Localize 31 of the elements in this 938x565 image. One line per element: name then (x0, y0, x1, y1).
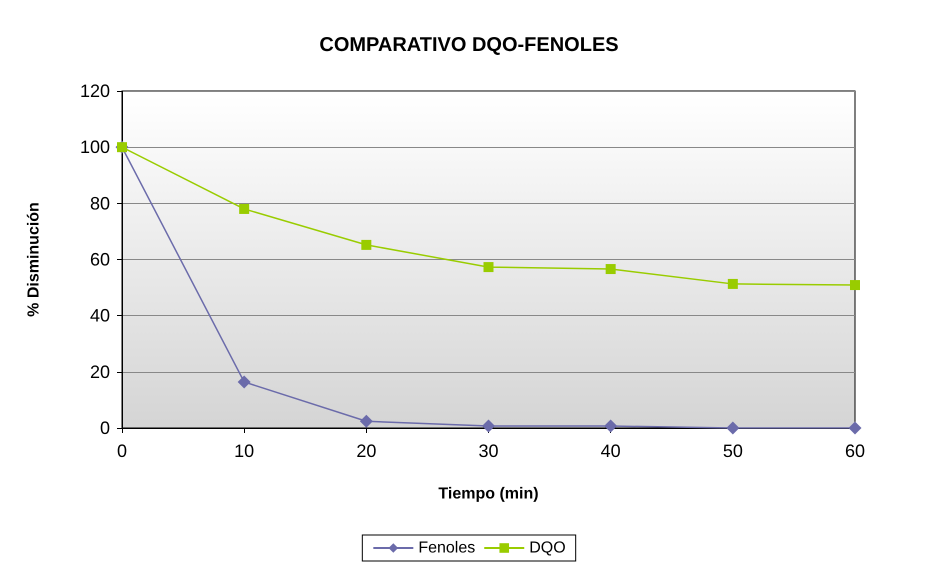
point (726, 422, 740, 434)
point (361, 240, 372, 250)
point (239, 204, 250, 214)
x-tick-label: 20 (356, 441, 376, 461)
y-tick-label: 60 (90, 250, 110, 270)
point (604, 420, 618, 433)
legend-label: Fenoles (418, 540, 476, 556)
y-tick-label: 40 (90, 306, 110, 326)
x-tick-label: 50 (722, 441, 743, 461)
point (850, 280, 860, 290)
point (238, 375, 251, 388)
x-axis-title: Tiempo (min) (438, 486, 539, 502)
x-tick-label: 10 (234, 441, 254, 461)
y-tick-label: 0 (100, 418, 110, 438)
x-tick-label: 0 (116, 441, 128, 461)
x-tick-label: 40 (600, 441, 621, 461)
x-tick-label: 30 (478, 441, 499, 461)
y-tick-label: 100 (80, 137, 110, 158)
point (728, 278, 738, 289)
legend-label: DQO (529, 540, 566, 556)
point (484, 262, 494, 272)
point (606, 264, 616, 274)
point (360, 414, 373, 428)
y-tick-label: 80 (90, 193, 110, 214)
point (848, 422, 862, 434)
y-tick-label: 120 (80, 81, 110, 101)
y-axis-title: % Disminución (26, 202, 42, 317)
point (482, 420, 495, 433)
y-tick-label: 20 (90, 362, 110, 382)
chart-title: COMPARATIVO DQO-FENOLES (319, 34, 619, 56)
x-tick-label: 60 (844, 441, 866, 461)
